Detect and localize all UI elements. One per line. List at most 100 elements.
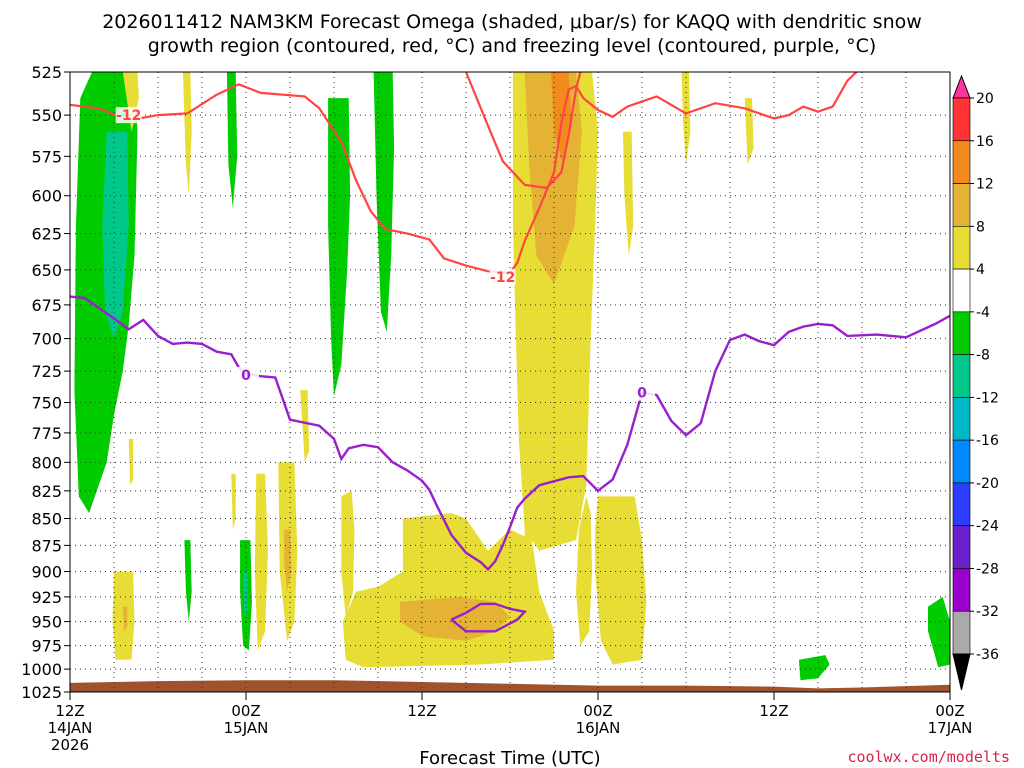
y-tick-label-875: 875 (31, 536, 62, 555)
omega-fill-6 (182, 72, 192, 196)
x-axis-label: Forecast Time (UTC) (419, 748, 600, 768)
y-tick-label-725: 725 (31, 362, 62, 381)
colorbar-label-10: -24 (976, 519, 999, 535)
omega-fill-12 (342, 513, 554, 668)
omega-fill-32 (928, 596, 950, 668)
chart-title-line1: 2026011412 NAM3KM Forecast Omega (shaded… (102, 11, 922, 33)
dendritic-contour-line-upper (464, 72, 582, 190)
y-tick-label-1000: 1000 (21, 660, 62, 679)
y-tick-label-625: 625 (31, 225, 62, 244)
x-tick-year-0: 2026 (51, 736, 89, 754)
colorbar-box-6 (952, 354, 971, 398)
y-tick-label-925: 925 (31, 588, 62, 607)
freezing-label-2-bg (629, 384, 655, 401)
colorbar-label-1: 16 (976, 134, 994, 150)
omega-fill-14 (576, 496, 593, 646)
colorbar-bottom-arrow (952, 653, 971, 691)
freezing-label-2: 0 (637, 386, 647, 402)
omega-fill-20 (122, 606, 128, 632)
colorbar-label-12: -32 (976, 604, 999, 620)
colorbar-box-10 (952, 525, 971, 569)
y-tick-label-700: 700 (31, 330, 62, 349)
x-tick-sublabel-36: 16JAN (576, 719, 621, 737)
omega-shading (74, 72, 950, 681)
colorbar-box-1 (952, 140, 971, 184)
omega-fill-28 (622, 131, 634, 256)
colorbar-box-4 (952, 268, 971, 313)
omega-fill-30 (744, 98, 754, 165)
y-tick-label-800: 800 (31, 453, 62, 472)
colorbar-label-3: 8 (976, 219, 985, 235)
colorbar-box-12 (952, 610, 971, 655)
colorbar-label-2: 12 (976, 177, 994, 193)
dendritic-label-2: -12 (490, 270, 515, 286)
colorbar-box-9 (952, 482, 971, 526)
dendritic-label-2-bg (489, 269, 516, 286)
omega-fill-31 (798, 655, 830, 681)
freezing-label-1-bg (233, 366, 259, 383)
freezing-label-1: 0 (241, 368, 251, 384)
chart-title-line2: growth region (contoured, red, °C) and f… (148, 35, 877, 57)
y-tick-label-550: 550 (31, 106, 62, 125)
dendritic-contour-line (70, 72, 859, 274)
omega-fill-2 (102, 131, 129, 339)
omega-fill-15 (595, 496, 647, 665)
terrain-polygon (70, 680, 950, 692)
omega-fill-29 (681, 72, 691, 165)
grid-lines (70, 72, 950, 692)
x-tick-label-24: 12Z (407, 702, 436, 720)
x-tick-label-0: 12Z (55, 702, 84, 720)
omega-fill-23 (184, 540, 192, 622)
colorbar-label-6: -8 (976, 348, 990, 364)
freezing-contour-loop (450, 602, 528, 633)
dendritic-label-1-bg (115, 107, 142, 124)
dendritic-label-1: -12 (116, 108, 141, 124)
omega-fill-7 (122, 72, 139, 132)
omega-fill-25 (231, 473, 236, 530)
omega-fill-27 (524, 507, 534, 651)
y-tick-label-975: 975 (31, 637, 62, 656)
colorbar-label-11: -28 (976, 561, 999, 577)
omega-fill-3 (226, 72, 238, 208)
colorbar-box-0 (952, 97, 971, 142)
y-tick-label-650: 650 (31, 261, 62, 280)
y-tick-label-900: 900 (31, 562, 62, 581)
omega-fill-5 (373, 72, 395, 332)
x-tick-label-36: 00Z (583, 702, 612, 720)
y-tick-label-675: 675 (31, 296, 62, 315)
colorbar-label-8: -16 (976, 433, 999, 449)
omega-fill-26 (300, 390, 310, 463)
freezing-contour-line (70, 295, 950, 572)
omega-fill-11 (341, 490, 355, 617)
y-tick-label-950: 950 (31, 613, 62, 632)
colorbar-label-5: -4 (976, 305, 990, 321)
colorbar-label-0: 20 (976, 91, 994, 107)
colorbar-top-arrow (952, 74, 971, 99)
colorbar-label-13: -36 (976, 647, 999, 663)
y-tick-label-775: 775 (31, 424, 62, 443)
omega-fill-4 (328, 98, 351, 397)
colorbar: 20 16 12 8 4 -4 -8 -12 -16 -20 -24 -28 -32 -36 (952, 74, 999, 691)
colorbar-box-5 (952, 311, 971, 355)
terrain-fill (70, 680, 950, 692)
x-tick-label-48: 12Z (759, 702, 788, 720)
plot-frame (69, 71, 951, 693)
colorbar-box-7 (952, 397, 971, 441)
y-tick-label-1025: 1025 (21, 683, 62, 702)
y-tick-label-525: 525 (31, 63, 62, 82)
y-tick-label-575: 575 (31, 147, 62, 166)
y-tick-label-825: 825 (31, 482, 62, 501)
colorbar-box-3 (952, 226, 971, 270)
y-axis-ticks: 525 550 575 600 625 650 675 700 725 750 775 800 825 8… (21, 63, 70, 702)
x-tick-label-12: 00Z (231, 702, 260, 720)
colorbar-box-2 (952, 183, 971, 227)
colorbar-box-11 (952, 568, 971, 612)
contour-lines: -12 -12 0 0 (70, 72, 950, 633)
y-tick-label-750: 750 (31, 394, 62, 413)
y-tick-label-850: 850 (31, 510, 62, 529)
x-tick-sublabel-12: 15JAN (224, 719, 269, 737)
colorbar-label-7: -12 (976, 390, 999, 406)
colorbar-label-4: 4 (976, 262, 985, 278)
